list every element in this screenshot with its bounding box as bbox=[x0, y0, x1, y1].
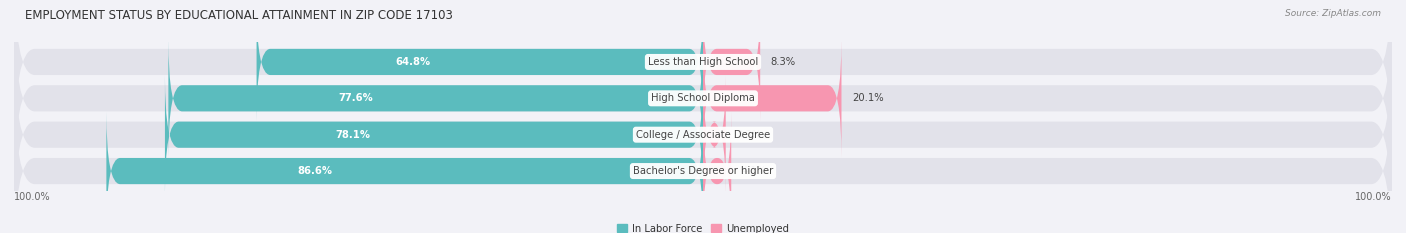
FancyBboxPatch shape bbox=[703, 39, 841, 158]
Text: College / Associate Degree: College / Associate Degree bbox=[636, 130, 770, 140]
Text: 20.1%: 20.1% bbox=[852, 93, 883, 103]
Text: Bachelor's Degree or higher: Bachelor's Degree or higher bbox=[633, 166, 773, 176]
Text: 100.0%: 100.0% bbox=[1355, 192, 1392, 202]
FancyBboxPatch shape bbox=[14, 39, 1392, 231]
Text: 100.0%: 100.0% bbox=[14, 192, 51, 202]
Text: 64.8%: 64.8% bbox=[395, 57, 430, 67]
FancyBboxPatch shape bbox=[14, 75, 1392, 233]
FancyBboxPatch shape bbox=[14, 0, 1392, 158]
FancyBboxPatch shape bbox=[169, 39, 703, 158]
FancyBboxPatch shape bbox=[14, 2, 1392, 194]
Text: 86.6%: 86.6% bbox=[298, 166, 333, 176]
Legend: In Labor Force, Unemployed: In Labor Force, Unemployed bbox=[617, 224, 789, 233]
FancyBboxPatch shape bbox=[703, 75, 725, 194]
FancyBboxPatch shape bbox=[165, 75, 703, 194]
Text: Source: ZipAtlas.com: Source: ZipAtlas.com bbox=[1285, 9, 1381, 18]
Text: High School Diploma: High School Diploma bbox=[651, 93, 755, 103]
Text: 77.6%: 77.6% bbox=[337, 93, 373, 103]
Text: 4.1%: 4.1% bbox=[741, 166, 766, 176]
FancyBboxPatch shape bbox=[256, 2, 703, 122]
FancyBboxPatch shape bbox=[703, 2, 761, 122]
Text: 8.3%: 8.3% bbox=[770, 57, 796, 67]
Text: 78.1%: 78.1% bbox=[336, 130, 371, 140]
FancyBboxPatch shape bbox=[703, 111, 731, 231]
Text: EMPLOYMENT STATUS BY EDUCATIONAL ATTAINMENT IN ZIP CODE 17103: EMPLOYMENT STATUS BY EDUCATIONAL ATTAINM… bbox=[25, 9, 453, 22]
FancyBboxPatch shape bbox=[107, 111, 703, 231]
Text: Less than High School: Less than High School bbox=[648, 57, 758, 67]
Text: 3.3%: 3.3% bbox=[737, 130, 761, 140]
